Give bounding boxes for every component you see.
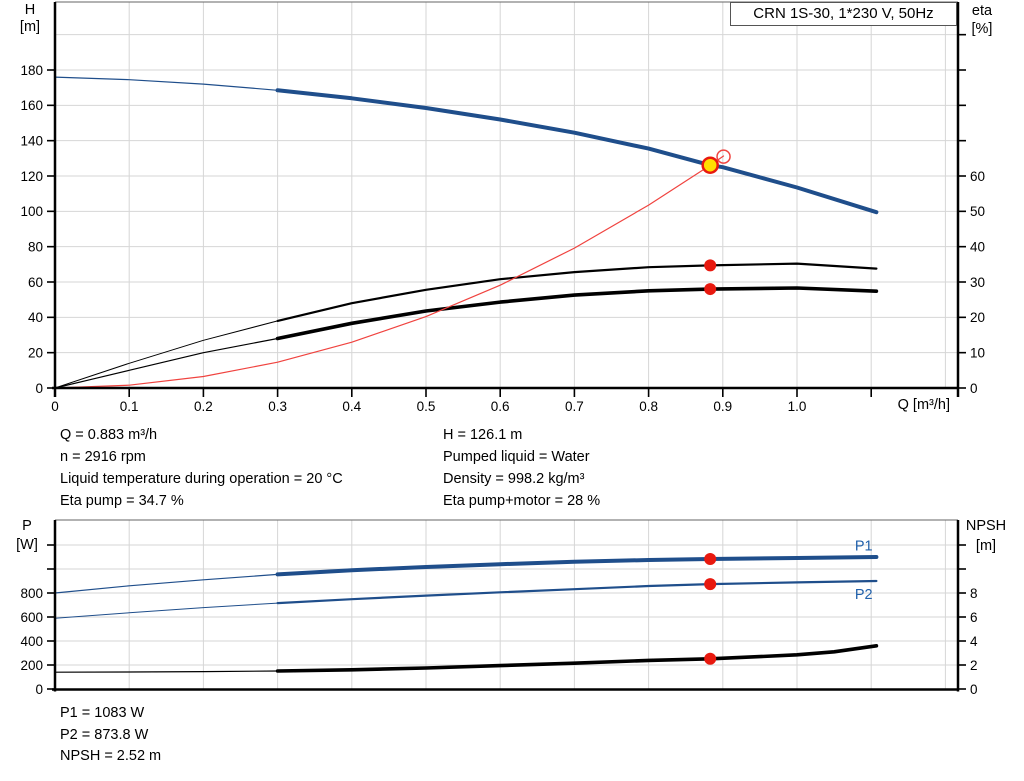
curve-label-p1: P1 [855, 539, 873, 555]
hq-eta-chart: 0 20 40 60 80 100 120 140 160 180 0 10 20 30 40 50 60 0 0.… [20, 1, 985, 414]
open-point-marker [716, 149, 731, 164]
axis-label-p: P [22, 518, 32, 534]
tick-label-right: 60 [970, 169, 985, 184]
tick-label-right: 6 [970, 610, 978, 625]
tick-label-x: 1.0 [788, 399, 807, 414]
footer-p1: P1 = 1083 W [60, 705, 145, 721]
annot-eta-pump: Eta pump = 34.7 % [60, 493, 184, 509]
tick-label-right: 8 [970, 586, 978, 601]
power-npsh-chart: 0 200 400 600 800 0 2 4 6 8 P1 P2 [20, 519, 978, 697]
tick-label-left: 120 [20, 169, 43, 184]
p2-curve [54, 602, 279, 619]
annot-liquid-temp: Liquid temperature during operation = 20… [60, 471, 343, 487]
axis-unit-m2: [m] [975, 538, 997, 554]
pump-title-box: CRN 1S-30, 1*230 V, 50Hz [730, 2, 957, 26]
tick-label-x: 0.1 [120, 399, 139, 414]
eta-pump-point-marker [704, 259, 717, 272]
tick-label-left: 800 [20, 586, 43, 601]
p2-curve [276, 579, 878, 605]
tick-label-x: 0 [51, 399, 59, 414]
footer-npsh: NPSH = 2.52 m [60, 748, 162, 764]
tick-label-left: 100 [20, 204, 43, 219]
tick-label-x: 0.5 [417, 399, 436, 414]
p1-curve [275, 555, 879, 577]
tick-label-left: 20 [28, 345, 43, 360]
p1-point-marker [704, 553, 717, 566]
footer-p2: P2 = 873.8 W [60, 726, 149, 743]
right-axis-label-npsh: NPSH [m] [956, 516, 1016, 556]
tick-label-right: 20 [970, 310, 985, 325]
tick-label-right: 30 [970, 275, 985, 290]
axis-label-h: H [24, 2, 36, 18]
tick-label-x: 0.7 [565, 399, 584, 414]
tick-label-left: 80 [28, 239, 43, 254]
tick-label-x: 0.4 [342, 399, 361, 414]
tick-label-left: 600 [20, 610, 43, 625]
tick-label-right: 0 [970, 682, 978, 697]
eta-motor-point-marker [704, 283, 717, 296]
p1-curve [54, 573, 279, 594]
tick-label-right: 4 [970, 634, 978, 649]
annot-pumped-liquid: Pumped liquid = Water [443, 449, 590, 465]
left-axis-label-h: H [m] [12, 2, 48, 36]
npsh-point-marker [704, 652, 717, 665]
axis-label-npsh: NPSH [965, 518, 1007, 534]
eta-pump-curve [54, 320, 279, 389]
eta-pump-motor-curve [275, 286, 879, 341]
tick-label-left: 60 [28, 275, 43, 290]
curve-label-p2: P2 [855, 587, 873, 603]
tick-label-right: 50 [970, 204, 985, 219]
tick-label-left: 40 [28, 310, 43, 325]
head-curve [275, 88, 879, 215]
annot-q: Q = 0.883 m³/h [60, 427, 158, 443]
tick-label-right: 40 [970, 239, 985, 254]
x-axis-label-q: Q [m³/h] [897, 397, 950, 413]
tick-label-right: 10 [970, 345, 985, 360]
operating-data-right: H = 126.1 m Pumped liquid = Water Densit… [443, 424, 600, 512]
axis-unit-percent: [%] [971, 21, 993, 37]
annot-head: H = 126.1 m [443, 427, 523, 443]
tick-label-left: 200 [20, 658, 43, 673]
tick-label-right: 2 [970, 658, 978, 673]
tick-label-x: 0.8 [639, 399, 658, 414]
tick-label-x: 0.6 [491, 399, 510, 414]
right-axis-label-eta: eta [%] [960, 2, 1004, 38]
power-npsh-results: P1 = 1083 W P2 = 873.8 W NPSH = 2.52 m [60, 703, 161, 768]
tick-label-left: 400 [20, 634, 43, 649]
tick-label-left: 180 [20, 63, 43, 78]
head-curve [54, 76, 279, 91]
tick-label-left: 140 [20, 133, 43, 148]
tick-label-x: 0.2 [194, 399, 213, 414]
eta-pump-motor-curve [54, 337, 279, 389]
annot-density: Density = 998.2 kg/m³ [443, 471, 585, 487]
duty-point-marker [701, 156, 719, 174]
axis-unit-w: [W] [16, 537, 38, 553]
tick-label-left: 160 [20, 98, 43, 113]
tick-label-left: 0 [35, 381, 43, 396]
annot-eta-pump-motor: Eta pump+motor = 28 % [443, 493, 601, 509]
eta-pump-curve [276, 262, 878, 322]
p2-point-marker [704, 578, 717, 591]
operating-data-left: Q = 0.883 m³/h n = 2916 rpm Liquid tempe… [60, 424, 343, 512]
annot-speed: n = 2916 rpm [60, 449, 146, 465]
system-curve [54, 155, 725, 389]
tick-label-right: 0 [970, 381, 978, 396]
axis-label-eta: eta [971, 3, 993, 19]
axis-unit-m: [m] [19, 19, 41, 35]
tick-label-left: 0 [35, 682, 43, 697]
tick-label-x: 0.9 [713, 399, 732, 414]
npsh-curve [275, 644, 879, 673]
tick-label-x: 0.3 [268, 399, 287, 414]
npsh-curve [54, 670, 279, 673]
left-axis-label-p: P [W] [8, 517, 46, 555]
